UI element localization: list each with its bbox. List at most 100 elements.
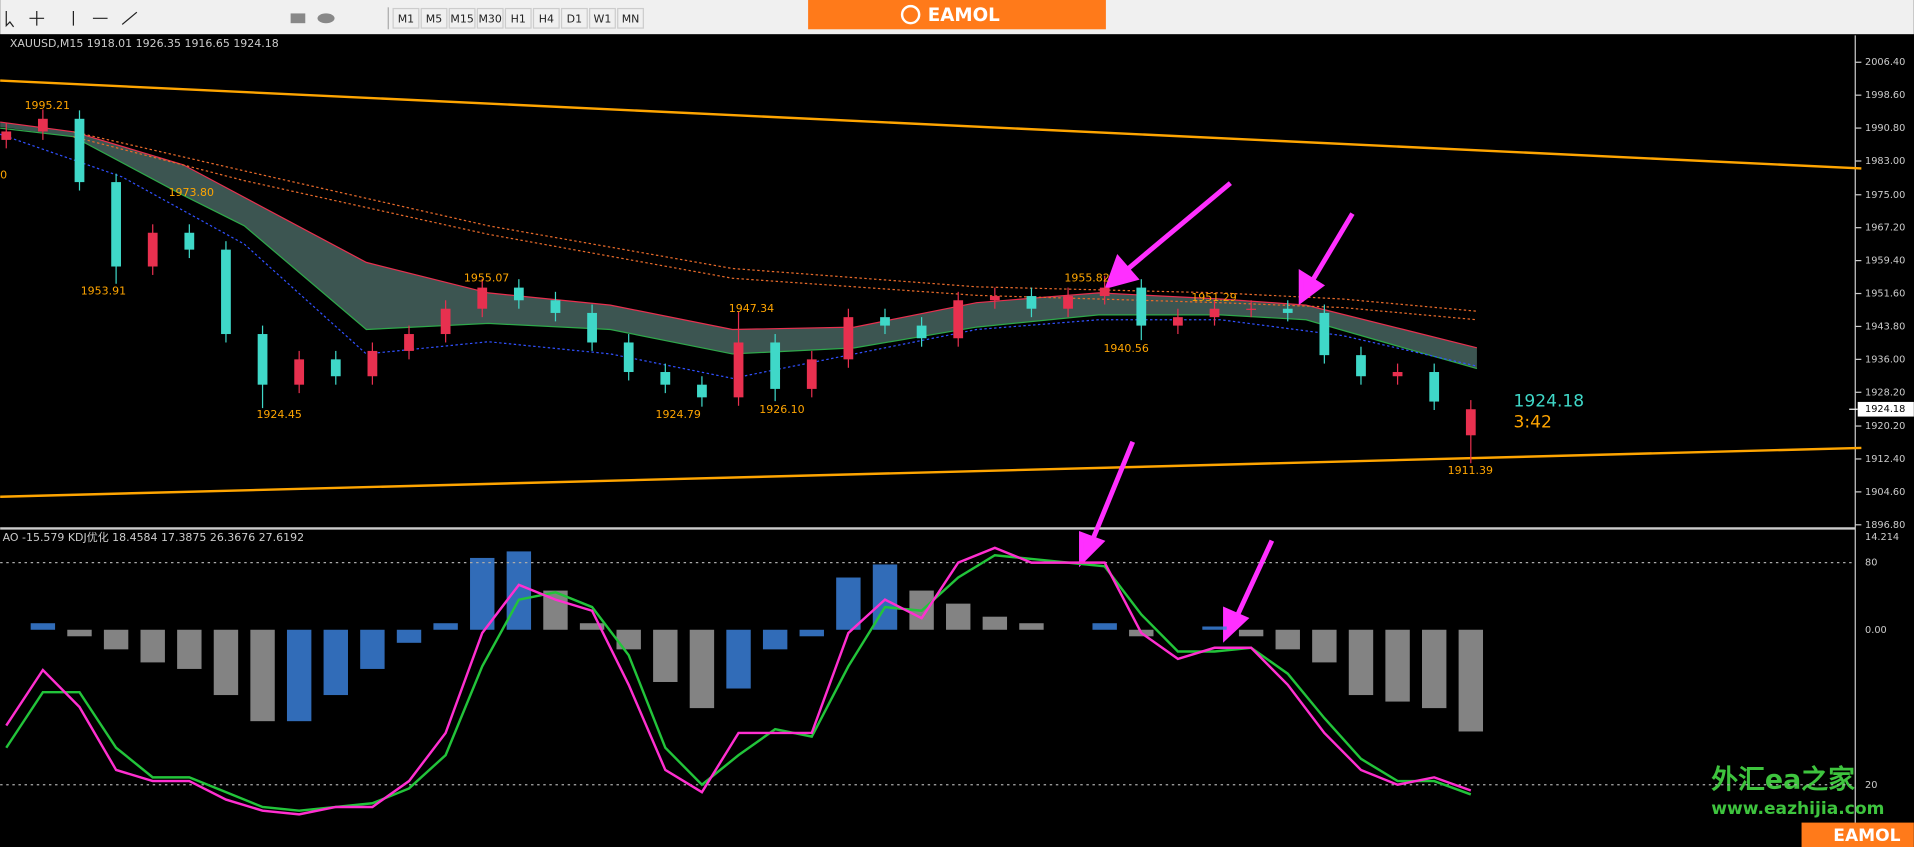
candle-body [989, 296, 1000, 301]
candle-body [953, 300, 964, 339]
price-tick-label: 1904.60 [1865, 487, 1905, 498]
ao-bar [799, 629, 824, 637]
price-annotation: 0 [0, 169, 7, 182]
ao-bar [103, 629, 129, 650]
arrowhead [1104, 254, 1140, 290]
candle-body [733, 342, 744, 398]
price-annotation: 1924.79 [656, 408, 701, 421]
ao-bar [286, 629, 312, 722]
candle-body [294, 359, 305, 385]
arrowhead [1298, 268, 1326, 306]
ao-bar [946, 603, 971, 630]
ao-bar [1458, 629, 1484, 732]
price-tick-label: 1943.80 [1865, 321, 1905, 332]
candle-body [1246, 308, 1257, 310]
arrowhead [1223, 606, 1250, 643]
candle-body [1356, 355, 1366, 377]
ao-bar [140, 629, 165, 663]
ao-bar [1421, 629, 1447, 709]
ao-bar [213, 629, 239, 696]
candle-body [221, 249, 231, 335]
price-tick-label: 1928.20 [1865, 387, 1905, 398]
ao-bar [1202, 626, 1227, 630]
ma-slow-2 [73, 136, 1477, 321]
candle-body [1136, 287, 1147, 326]
price-tick-label: 1975.00 [1865, 190, 1905, 201]
channel-bottom [0, 446, 1862, 498]
crosshair-tool[interactable] [29, 10, 45, 26]
logo-text: EAMOL [928, 5, 1000, 26]
price-tick-label: 1936.00 [1865, 354, 1905, 365]
timeframe-button[interactable] [589, 7, 616, 29]
timeframe-button[interactable] [504, 7, 532, 29]
price-tick-label: 1998.60 [1865, 90, 1905, 101]
ellipse-tool[interactable] [317, 13, 335, 24]
price-annotation: 1955.07 [464, 271, 509, 284]
timeframe-label: M5 [426, 13, 442, 26]
brand-banner [1801, 822, 1914, 847]
ma-slow [73, 131, 1477, 312]
ao-bar [67, 629, 92, 637]
countdown: 3:42 [1514, 412, 1552, 432]
ao-bar [177, 629, 202, 669]
price-tick-label: 2006.40 [1865, 57, 1905, 68]
ao-bar [470, 557, 495, 630]
price-annotation: 1926.10 [759, 403, 804, 416]
ao-bar [1312, 629, 1337, 663]
timeframe-button[interactable] [476, 7, 504, 29]
price-tick-label: 1983.00 [1865, 156, 1905, 167]
indicator-header: AO -15.579 KDJ优化 18.4584 17.3875 26.3676… [3, 530, 304, 544]
candle-body [1319, 312, 1330, 356]
price-annotation: 1940.56 [1103, 342, 1148, 355]
price-annotation: 1953.91 [81, 285, 126, 298]
arrow [1123, 181, 1232, 273]
channel-top [0, 79, 1862, 170]
rect-tool[interactable] [290, 13, 306, 24]
ao-bar [616, 629, 641, 650]
candle-body [257, 334, 268, 385]
timeframe-button[interactable] [392, 7, 420, 29]
annotation-arrows [1079, 181, 1355, 643]
ao-bar [1238, 629, 1264, 637]
timeframe-button[interactable] [560, 7, 588, 29]
timeframe-button[interactable] [532, 7, 560, 29]
ao-bar [1019, 623, 1044, 630]
price-tick-label: 1967.20 [1865, 223, 1905, 234]
candle-body [147, 232, 158, 267]
price-tick-label: 1920.20 [1865, 421, 1905, 432]
current-price-big: 1924.18 [1514, 392, 1585, 412]
price-tick-label: 1959.40 [1865, 256, 1905, 267]
price-tick-label: 1990.80 [1865, 123, 1905, 134]
candle-body [1026, 296, 1037, 309]
arrow [1233, 539, 1275, 622]
candle-body [513, 287, 524, 301]
price-tick-label: 1912.40 [1865, 454, 1905, 465]
timeframe-label: M15 [450, 13, 473, 26]
candle-body [660, 372, 671, 385]
kd-k-line [5, 546, 1472, 816]
candle-body [1173, 317, 1183, 326]
ao-bar [1348, 629, 1374, 696]
arrow [1088, 440, 1136, 545]
ao-bar [30, 623, 56, 630]
timeframe-label: H4 [539, 13, 554, 26]
timeframe-button[interactable] [617, 7, 644, 29]
ao-bar [1275, 629, 1300, 650]
timeframe-button[interactable] [448, 7, 476, 29]
candle-body [880, 317, 890, 326]
price-tick-label: 1951.60 [1865, 289, 1905, 300]
cursor-tool[interactable] [5, 10, 15, 28]
kd-level-label: 20 [1865, 780, 1877, 791]
line-tools[interactable] [72, 10, 138, 26]
candle-body [1063, 296, 1073, 309]
ao-bar [762, 629, 788, 650]
price-annotation: 1955.82 [1064, 271, 1109, 284]
ao-bar [433, 623, 458, 630]
ao-bar [323, 629, 348, 696]
timeframe-button[interactable] [420, 7, 448, 29]
candle-body [37, 118, 48, 132]
ao-bar [360, 629, 385, 669]
candle-body [623, 342, 634, 373]
